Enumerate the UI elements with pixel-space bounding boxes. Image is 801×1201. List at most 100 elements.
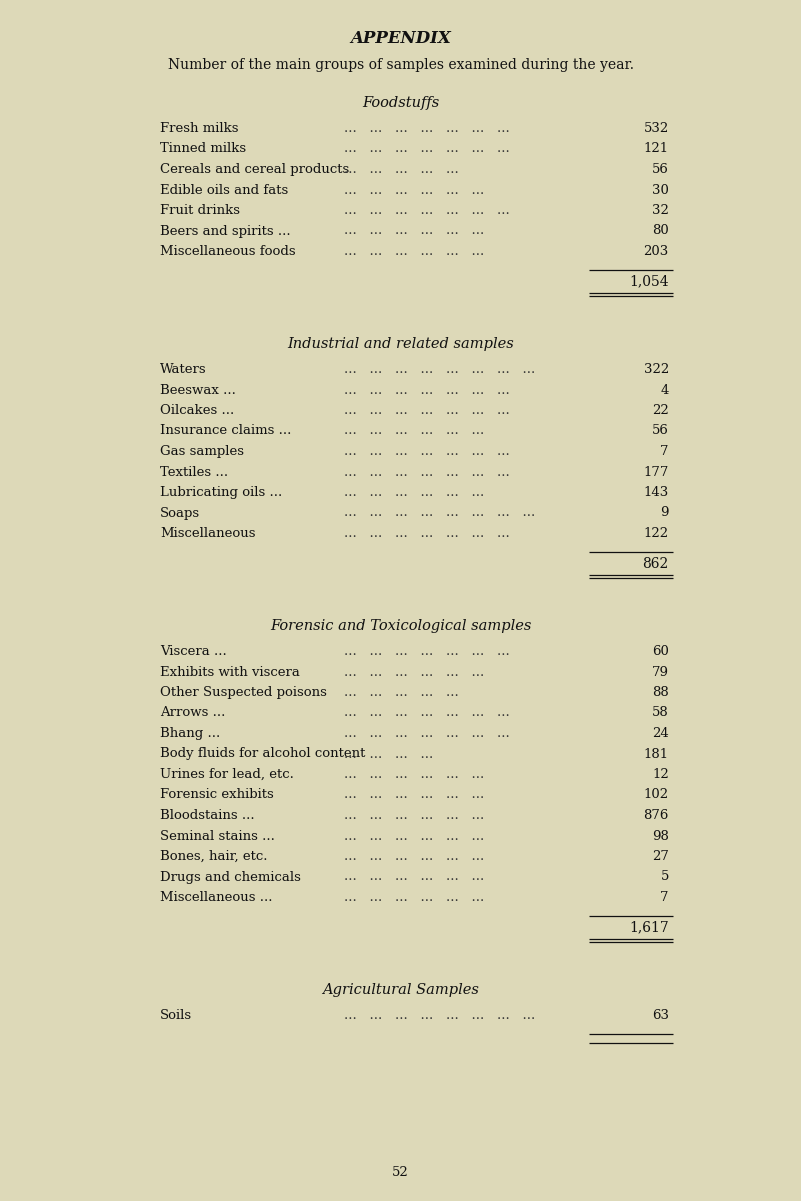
Text: ...   ...   ...   ...   ...: ... ... ... ... ... xyxy=(344,163,459,177)
Text: Foodstuffs: Foodstuffs xyxy=(362,96,439,110)
Text: 122: 122 xyxy=(644,527,669,540)
Text: 22: 22 xyxy=(652,404,669,417)
Text: Lubricating oils ...: Lubricating oils ... xyxy=(160,486,283,498)
Text: 4: 4 xyxy=(661,383,669,396)
Text: 322: 322 xyxy=(643,363,669,376)
Text: Beers and spirits ...: Beers and spirits ... xyxy=(160,225,291,238)
Text: ...   ...   ...   ...   ...   ...: ... ... ... ... ... ... xyxy=(344,665,485,679)
Text: Miscellaneous ...: Miscellaneous ... xyxy=(160,891,272,904)
Text: Miscellaneous foods: Miscellaneous foods xyxy=(160,245,296,258)
Text: 60: 60 xyxy=(652,645,669,658)
Text: 876: 876 xyxy=(643,809,669,821)
Text: Other Suspected poisons: Other Suspected poisons xyxy=(160,686,327,699)
Text: ...   ...   ...   ...   ...   ...: ... ... ... ... ... ... xyxy=(344,830,485,842)
Text: 143: 143 xyxy=(643,486,669,498)
Text: Urines for lead, etc.: Urines for lead, etc. xyxy=(160,767,294,781)
Text: ...   ...   ...   ...   ...   ...   ...: ... ... ... ... ... ... ... xyxy=(344,727,510,740)
Text: Edible oils and fats: Edible oils and fats xyxy=(160,184,288,197)
Text: Arrows ...: Arrows ... xyxy=(160,706,226,719)
Text: Bhang ...: Bhang ... xyxy=(160,727,220,740)
Text: ...   ...   ...   ...   ...   ...   ...   ...: ... ... ... ... ... ... ... ... xyxy=(344,363,536,376)
Text: 862: 862 xyxy=(642,556,669,570)
Text: ...   ...   ...   ...   ...   ...   ...: ... ... ... ... ... ... ... xyxy=(344,383,510,396)
Text: ...   ...   ...   ...   ...   ...   ...: ... ... ... ... ... ... ... xyxy=(344,706,510,719)
Text: ...   ...   ...   ...   ...   ...   ...: ... ... ... ... ... ... ... xyxy=(344,446,510,458)
Text: Textiles ...: Textiles ... xyxy=(160,466,228,478)
Text: ...   ...   ...   ...   ...   ...: ... ... ... ... ... ... xyxy=(344,767,485,781)
Text: ...   ...   ...   ...: ... ... ... ... xyxy=(344,747,433,760)
Text: ...   ...   ...   ...   ...   ...: ... ... ... ... ... ... xyxy=(344,486,485,498)
Text: 32: 32 xyxy=(652,204,669,217)
Text: Tinned milks: Tinned milks xyxy=(160,143,247,155)
Text: Drugs and chemicals: Drugs and chemicals xyxy=(160,871,301,884)
Text: ...   ...   ...   ...   ...   ...: ... ... ... ... ... ... xyxy=(344,245,485,258)
Text: 12: 12 xyxy=(652,767,669,781)
Text: Bloodstains ...: Bloodstains ... xyxy=(160,809,255,821)
Text: Insurance claims ...: Insurance claims ... xyxy=(160,424,292,437)
Text: ...   ...   ...   ...   ...   ...: ... ... ... ... ... ... xyxy=(344,891,485,904)
Text: 7: 7 xyxy=(660,891,669,904)
Text: 181: 181 xyxy=(644,747,669,760)
Text: 79: 79 xyxy=(652,665,669,679)
Text: 98: 98 xyxy=(652,830,669,842)
Text: 56: 56 xyxy=(652,424,669,437)
Text: Beeswax ...: Beeswax ... xyxy=(160,383,236,396)
Text: Seminal stains ...: Seminal stains ... xyxy=(160,830,275,842)
Text: 203: 203 xyxy=(643,245,669,258)
Text: Soils: Soils xyxy=(160,1009,192,1022)
Text: Forensic exhibits: Forensic exhibits xyxy=(160,789,274,801)
Text: ...   ...   ...   ...   ...   ...: ... ... ... ... ... ... xyxy=(344,850,485,864)
Text: Miscellaneous: Miscellaneous xyxy=(160,527,256,540)
Text: Oilcakes ...: Oilcakes ... xyxy=(160,404,235,417)
Text: 1,054: 1,054 xyxy=(630,275,669,288)
Text: ...   ...   ...   ...   ...   ...   ...: ... ... ... ... ... ... ... xyxy=(344,466,510,478)
Text: Viscera ...: Viscera ... xyxy=(160,645,227,658)
Text: Fruit drinks: Fruit drinks xyxy=(160,204,240,217)
Text: ...   ...   ...   ...   ...   ...: ... ... ... ... ... ... xyxy=(344,225,485,238)
Text: Soaps: Soaps xyxy=(160,507,200,520)
Text: 7: 7 xyxy=(660,446,669,458)
Text: 24: 24 xyxy=(652,727,669,740)
Text: 80: 80 xyxy=(652,225,669,238)
Text: 121: 121 xyxy=(644,143,669,155)
Text: ...   ...   ...   ...   ...   ...   ...: ... ... ... ... ... ... ... xyxy=(344,404,510,417)
Text: 52: 52 xyxy=(392,1166,409,1179)
Text: Number of the main groups of samples examined during the year.: Number of the main groups of samples exa… xyxy=(167,58,634,72)
Text: APPENDIX: APPENDIX xyxy=(350,30,451,47)
Text: ...   ...   ...   ...   ...   ...   ...   ...: ... ... ... ... ... ... ... ... xyxy=(344,1009,536,1022)
Text: ...   ...   ...   ...   ...   ...: ... ... ... ... ... ... xyxy=(344,424,485,437)
Text: 177: 177 xyxy=(643,466,669,478)
Text: ...   ...   ...   ...   ...   ...: ... ... ... ... ... ... xyxy=(344,789,485,801)
Text: 9: 9 xyxy=(660,507,669,520)
Text: Industrial and related samples: Industrial and related samples xyxy=(287,337,514,351)
Text: Forensic and Toxicological samples: Forensic and Toxicological samples xyxy=(270,619,531,633)
Text: Fresh milks: Fresh milks xyxy=(160,123,239,135)
Text: 88: 88 xyxy=(652,686,669,699)
Text: 56: 56 xyxy=(652,163,669,177)
Text: ...   ...   ...   ...   ...: ... ... ... ... ... xyxy=(344,686,459,699)
Text: 532: 532 xyxy=(643,123,669,135)
Text: ...   ...   ...   ...   ...   ...: ... ... ... ... ... ... xyxy=(344,871,485,884)
Text: Cereals and cereal products: Cereals and cereal products xyxy=(160,163,349,177)
Text: Agricultural Samples: Agricultural Samples xyxy=(322,982,479,997)
Text: ...   ...   ...   ...   ...   ...   ...: ... ... ... ... ... ... ... xyxy=(344,645,510,658)
Text: ...   ...   ...   ...   ...   ...   ...   ...: ... ... ... ... ... ... ... ... xyxy=(344,507,536,520)
Text: Bones, hair, etc.: Bones, hair, etc. xyxy=(160,850,268,864)
Text: 30: 30 xyxy=(652,184,669,197)
Text: ...   ...   ...   ...   ...   ...   ...: ... ... ... ... ... ... ... xyxy=(344,204,510,217)
Text: 1,617: 1,617 xyxy=(629,920,669,934)
Text: ...   ...   ...   ...   ...   ...   ...: ... ... ... ... ... ... ... xyxy=(344,527,510,540)
Text: 58: 58 xyxy=(652,706,669,719)
Text: ...   ...   ...   ...   ...   ...   ...: ... ... ... ... ... ... ... xyxy=(344,123,510,135)
Text: Exhibits with viscera: Exhibits with viscera xyxy=(160,665,300,679)
Text: 63: 63 xyxy=(652,1009,669,1022)
Text: ...   ...   ...   ...   ...   ...: ... ... ... ... ... ... xyxy=(344,184,485,197)
Text: ...   ...   ...   ...   ...   ...: ... ... ... ... ... ... xyxy=(344,809,485,821)
Text: 27: 27 xyxy=(652,850,669,864)
Text: 5: 5 xyxy=(661,871,669,884)
Text: Waters: Waters xyxy=(160,363,207,376)
Text: Body fluids for alcohol content: Body fluids for alcohol content xyxy=(160,747,365,760)
Text: ...   ...   ...   ...   ...   ...   ...: ... ... ... ... ... ... ... xyxy=(344,143,510,155)
Text: 102: 102 xyxy=(644,789,669,801)
Text: Gas samples: Gas samples xyxy=(160,446,244,458)
